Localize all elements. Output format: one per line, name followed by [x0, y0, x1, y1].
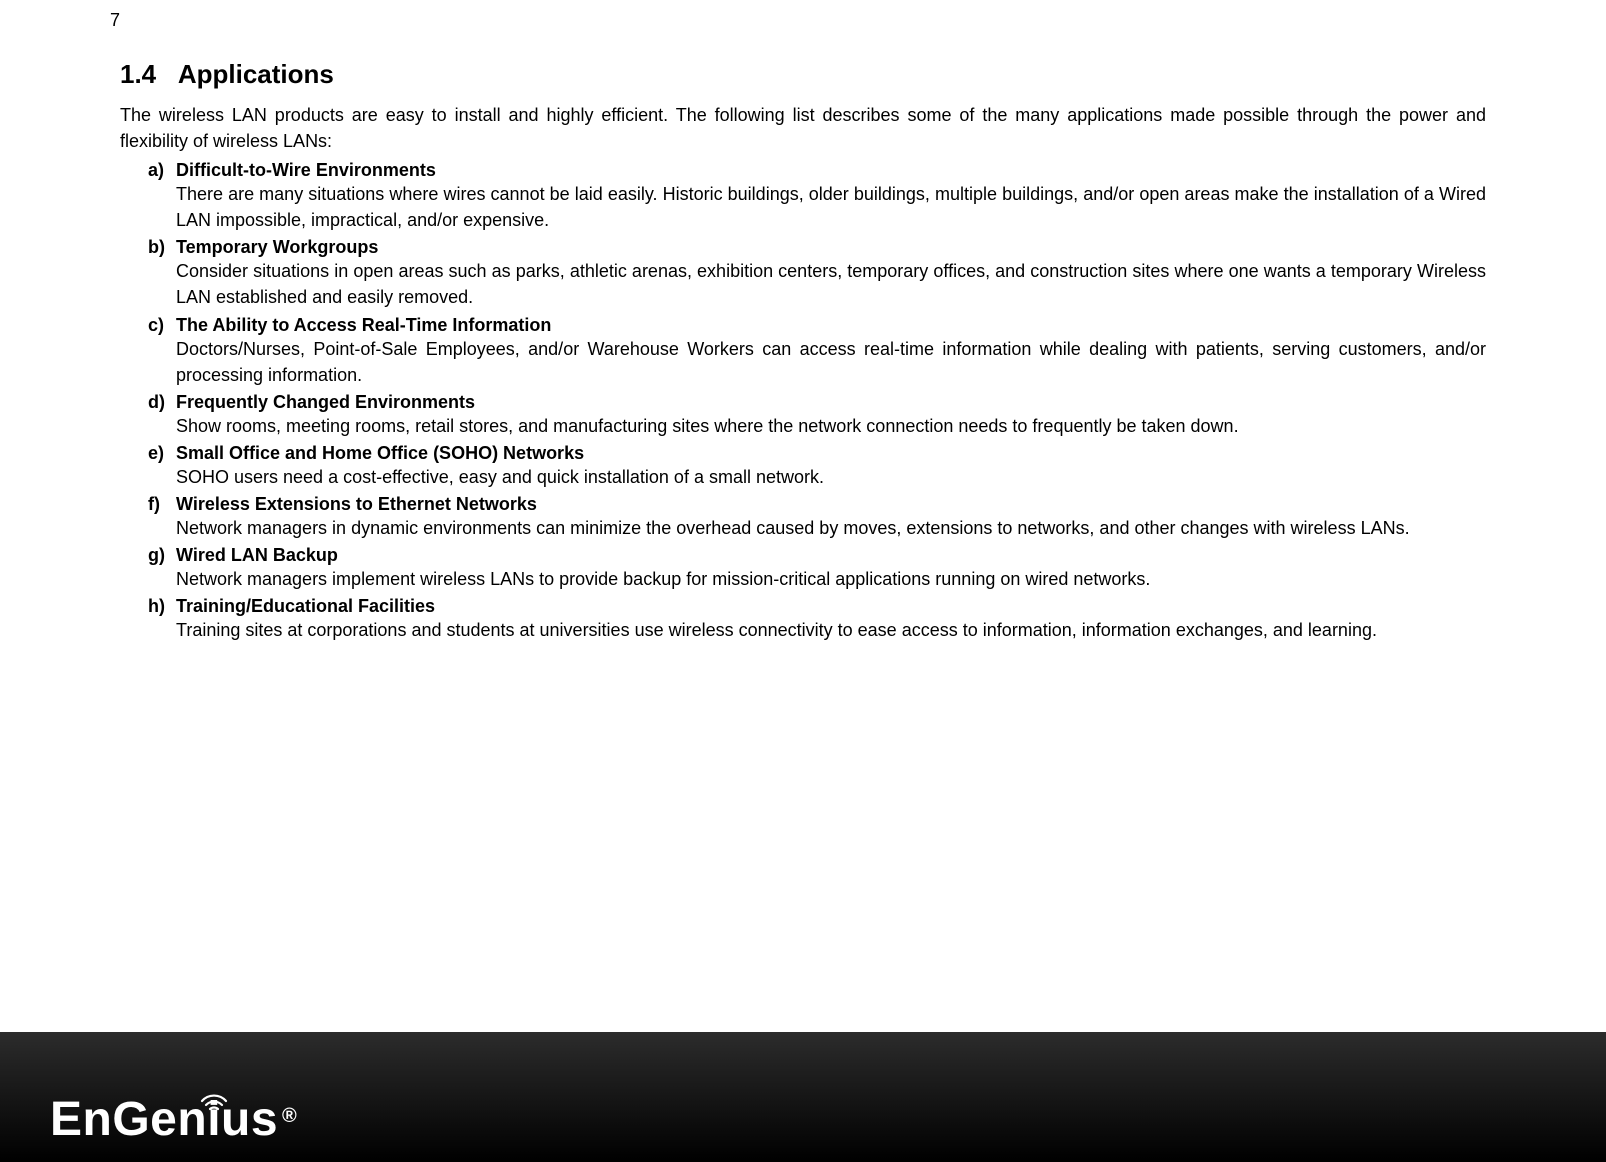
- page-footer: EnGen i us®: [0, 1032, 1606, 1162]
- list-item-body: Network managers in dynamic environments…: [148, 515, 1486, 541]
- list-item-title: Training/Educational Facilities: [176, 596, 435, 617]
- engenius-logo: EnGen i us®: [50, 1096, 297, 1144]
- list-item: d) Frequently Changed Environments Show …: [148, 392, 1486, 439]
- section-heading: 1.4 Applications: [120, 59, 1486, 90]
- list-item-body: There are many situations where wires ca…: [148, 181, 1486, 233]
- list-item: b) Temporary Workgroups Consider situati…: [148, 237, 1486, 310]
- list-item-body: Consider situations in open areas such a…: [148, 258, 1486, 310]
- intro-paragraph: The wireless LAN products are easy to in…: [120, 102, 1486, 154]
- list-marker: d): [148, 392, 176, 413]
- list-marker: h): [148, 596, 176, 617]
- list-item-title: Wireless Extensions to Ethernet Networks: [176, 494, 537, 515]
- list-item-body: Doctors/Nurses, Point-of-Sale Employees,…: [148, 336, 1486, 388]
- list-item-title: Wired LAN Backup: [176, 545, 338, 566]
- applications-list: a) Difficult-to-Wire Environments There …: [120, 160, 1486, 643]
- list-item-title: Temporary Workgroups: [176, 237, 378, 258]
- list-item-body: Training sites at corporations and stude…: [148, 617, 1486, 643]
- logo-i-wrap: i: [207, 1096, 221, 1144]
- logo-suffix: us: [221, 1096, 278, 1144]
- registered-icon: ®: [282, 1106, 297, 1126]
- list-item: a) Difficult-to-Wire Environments There …: [148, 160, 1486, 233]
- section-number: 1.4: [120, 59, 156, 89]
- wifi-icon: [200, 1072, 228, 1120]
- list-item: f) Wireless Extensions to Ethernet Netwo…: [148, 494, 1486, 541]
- list-item-body: SOHO users need a cost-effective, easy a…: [148, 464, 1486, 490]
- list-item: h) Training/Educational Facilities Train…: [148, 596, 1486, 643]
- list-marker: a): [148, 160, 176, 181]
- list-item-title: Small Office and Home Office (SOHO) Netw…: [176, 443, 584, 464]
- list-marker: b): [148, 237, 176, 258]
- list-item-title: The Ability to Access Real-Time Informat…: [176, 315, 551, 336]
- list-item: g) Wired LAN Backup Network managers imp…: [148, 545, 1486, 592]
- list-marker: e): [148, 443, 176, 464]
- list-item-title: Difficult-to-Wire Environments: [176, 160, 436, 181]
- document-page: 7 1.4 Applications The wireless LAN prod…: [0, 0, 1606, 1032]
- list-item-title: Frequently Changed Environments: [176, 392, 475, 413]
- page-number: 7: [110, 10, 1486, 31]
- list-item-body: Network managers implement wireless LANs…: [148, 566, 1486, 592]
- section-title: Applications: [178, 59, 334, 89]
- list-item: c) The Ability to Access Real-Time Infor…: [148, 315, 1486, 388]
- list-marker: g): [148, 545, 176, 566]
- list-marker: c): [148, 315, 176, 336]
- logo-prefix: EnGen: [50, 1096, 207, 1144]
- list-item: e) Small Office and Home Office (SOHO) N…: [148, 443, 1486, 490]
- list-item-body: Show rooms, meeting rooms, retail stores…: [148, 413, 1486, 439]
- logo-text: EnGen i us®: [50, 1096, 297, 1144]
- list-marker: f): [148, 494, 176, 515]
